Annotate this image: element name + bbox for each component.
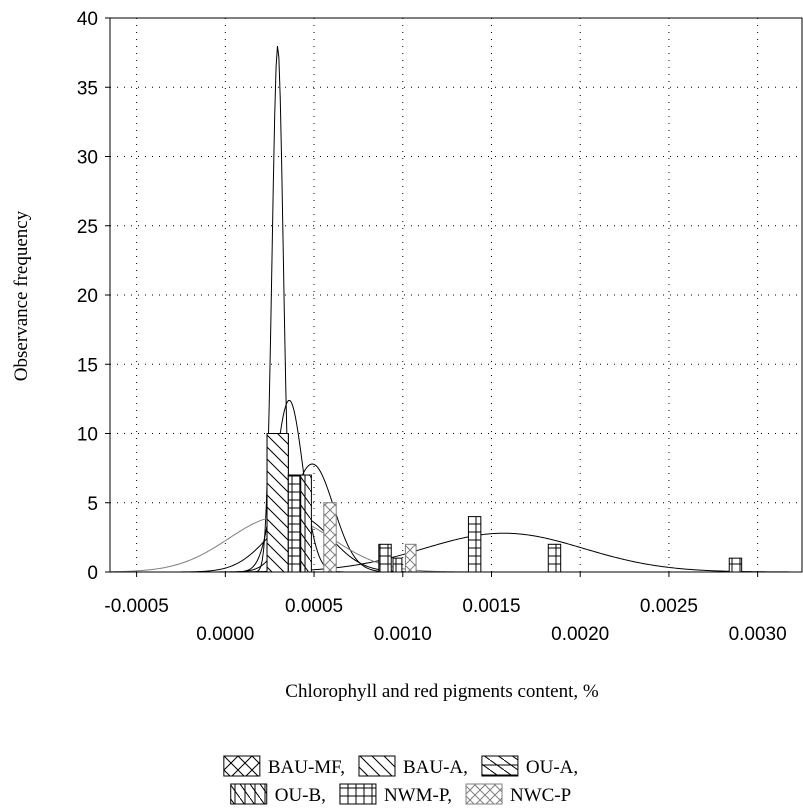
y-tick-label: 5: [87, 494, 98, 515]
bar-nwm-p: [392, 557, 403, 573]
histogram-bars: [266, 433, 743, 573]
curve-bau-mf: [110, 46, 802, 573]
legend-label: BAU-A,: [403, 757, 468, 778]
legend-swatch-nwm-p: [339, 783, 377, 805]
bar-bau-a: [266, 433, 289, 573]
bar-nwc-p: [323, 502, 337, 573]
legend-label: NWC-P: [510, 785, 571, 806]
y-tick-label: 15: [77, 355, 98, 376]
x-tick-label-upper: 0.0005: [285, 596, 343, 617]
x-tick-label-lower: 0.0020: [551, 624, 609, 645]
legend-label: OU-A,: [526, 757, 578, 778]
x-axis-title: Chlorophyll and red pigments content, %: [285, 681, 599, 702]
y-tick-label: 10: [77, 425, 98, 446]
curve-ou-a: [110, 463, 802, 573]
x-tick-label-upper: 0.0025: [640, 596, 698, 617]
fitted-curves: [109, 46, 802, 573]
curve-bau-a: [110, 399, 802, 573]
legend-swatch-bau-mf: [223, 755, 261, 777]
y-tick-label: 25: [77, 217, 98, 238]
bar-nwm-p: [547, 543, 562, 573]
bar-nwc-p: [404, 543, 417, 573]
legend-label: BAU-MF,: [268, 757, 345, 778]
bar-ou-b: [300, 474, 312, 573]
legend-swatch-ou-a: [481, 755, 519, 777]
legend-swatch-nwc-p: [465, 783, 503, 805]
x-tick-label-lower: 0.0030: [729, 624, 787, 645]
bar-nwm-p: [467, 516, 482, 573]
y-tick-label: 0: [87, 563, 98, 584]
axis-ticks: [105, 17, 759, 577]
legend-swatch-bau-a: [358, 755, 396, 777]
bar-nwm-p: [378, 543, 392, 573]
x-tick-label-lower: 0.0000: [196, 624, 254, 645]
axis-tick-labels: 0 5 10 15 20 25 30 35 40 -0.0005 0.0005 0.0015 0.002…: [77, 9, 787, 645]
y-axis-title: Observance frequency: [11, 210, 32, 381]
legend: BAU-MF, BAU-A, OU-A, OU-B, NWM-P, NWC-P: [223, 755, 578, 806]
gridlines: [110, 18, 802, 572]
bar-nwm-p: [728, 557, 743, 573]
bar-nwm-p: [287, 474, 301, 573]
curve-nwc-p: [109, 516, 802, 573]
curve-nwm-p: [110, 532, 802, 573]
curve-ou-b: [110, 516, 802, 573]
y-tick-label: 30: [77, 148, 98, 169]
y-tick-label: 20: [77, 286, 98, 307]
x-tick-label-lower: 0.0010: [374, 624, 432, 645]
legend-label: NWM-P,: [384, 785, 452, 806]
legend-label: OU-B,: [275, 785, 326, 806]
y-tick-label: 35: [77, 78, 98, 99]
legend-swatch-ou-b: [230, 783, 268, 805]
y-tick-label: 40: [77, 9, 98, 30]
x-tick-label-upper: 0.0015: [462, 596, 520, 617]
x-tick-label-upper: -0.0005: [104, 596, 168, 617]
